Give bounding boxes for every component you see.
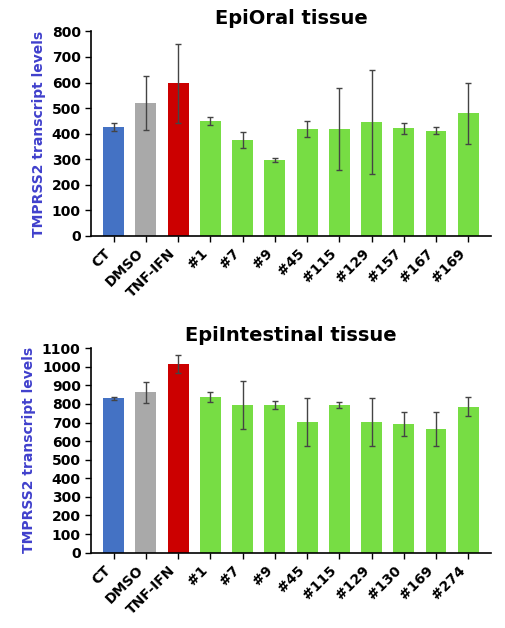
Bar xyxy=(103,127,124,236)
Y-axis label: TMPRSS2 transcript levels: TMPRSS2 transcript levels xyxy=(32,31,46,237)
Bar xyxy=(167,364,188,553)
Bar xyxy=(361,122,381,236)
Bar xyxy=(232,405,252,553)
Bar xyxy=(457,407,478,553)
Title: EpiIntestinal tissue: EpiIntestinal tissue xyxy=(185,327,396,345)
Bar xyxy=(361,422,381,553)
Bar xyxy=(328,405,349,553)
Bar xyxy=(135,392,156,553)
Y-axis label: TMPRSS2 transcript levels: TMPRSS2 transcript levels xyxy=(22,347,36,553)
Bar xyxy=(103,398,124,553)
Bar xyxy=(199,397,220,553)
Bar xyxy=(199,121,220,236)
Bar xyxy=(392,425,414,553)
Bar xyxy=(457,113,478,236)
Bar xyxy=(425,131,445,236)
Bar xyxy=(425,429,445,553)
Bar xyxy=(328,129,349,236)
Bar xyxy=(167,84,188,236)
Bar xyxy=(264,160,285,236)
Title: EpiOral tissue: EpiOral tissue xyxy=(214,9,367,28)
Bar xyxy=(264,405,285,553)
Bar xyxy=(135,103,156,236)
Bar xyxy=(392,129,414,236)
Bar xyxy=(296,422,317,553)
Bar xyxy=(232,140,252,236)
Bar xyxy=(296,129,317,236)
